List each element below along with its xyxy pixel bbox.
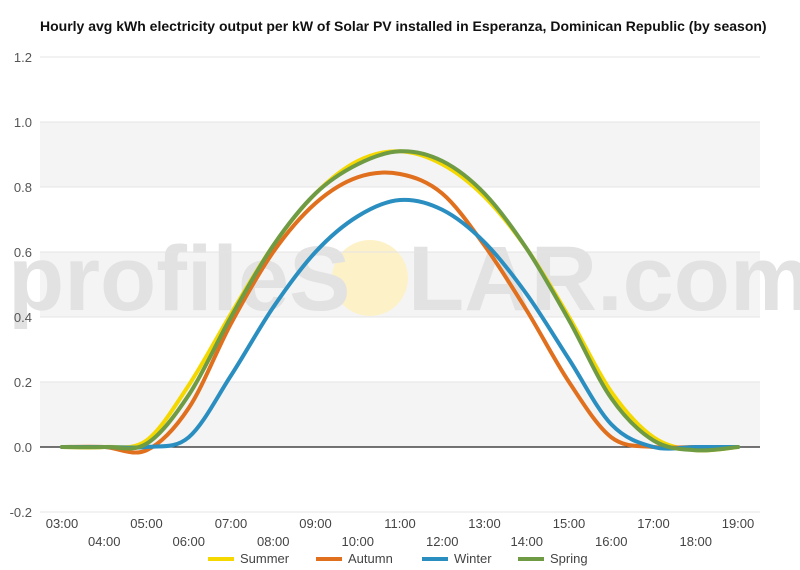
plot-background: [40, 57, 760, 512]
chart-title: Hourly avg kWh electricity output per kW…: [40, 18, 767, 34]
x-tick-label: 13:00: [468, 516, 501, 531]
plot-band: [40, 57, 760, 122]
legend-label-spring: Spring: [550, 551, 588, 566]
plot-band: [40, 317, 760, 382]
series-line-spring: [60, 149, 740, 453]
legend-label-winter: Winter: [454, 551, 492, 566]
y-tick-label: 0.2: [14, 375, 32, 390]
x-tick-label: 06:00: [172, 534, 205, 549]
x-tick-label: 16:00: [595, 534, 628, 549]
x-tick-label: 10:00: [341, 534, 374, 549]
x-tick-label: 19:00: [722, 516, 755, 531]
x-tick-label: 09:00: [299, 516, 332, 531]
watermark-text-right: LAR.com: [408, 228, 800, 330]
x-tick-label: 08:00: [257, 534, 290, 549]
x-tick-label: 07:00: [215, 516, 248, 531]
x-tick-label: 18:00: [679, 534, 712, 549]
series-lines: [60, 149, 740, 455]
x-tick-label: 03:00: [46, 516, 79, 531]
plot-band: [40, 447, 760, 512]
y-tick-label: 0.4: [14, 310, 32, 325]
plot-band: [40, 382, 760, 447]
series-line-autumn: [60, 170, 740, 455]
legend-label-autumn: Autumn: [348, 551, 393, 566]
y-tick-label: 1.2: [14, 50, 32, 65]
y-tick-label: 0.8: [14, 180, 32, 195]
series-line-winter: [60, 197, 740, 451]
x-tick-label: 05:00: [130, 516, 163, 531]
x-tick-label: 11:00: [384, 516, 416, 531]
x-axis-ticks: 03:00 04:00 05:00 06:00 07:00 08:00 09:00 10:00…: [46, 516, 755, 549]
x-tick-label: 15:00: [553, 516, 586, 531]
watermark-text-left: profileS: [8, 228, 350, 330]
y-axis-ticks: -0.2 0.0 0.2 0.4 0.6 0.8 1.0 1.2: [10, 50, 32, 520]
y-tick-label: 1.0: [14, 115, 32, 130]
legend-label-summer: Summer: [240, 551, 290, 566]
y-tick-label: 0.6: [14, 245, 32, 260]
watermark-sun: [332, 240, 408, 316]
x-tick-label: 04:00: [88, 534, 121, 549]
legend: Summer Autumn Winter Spring: [208, 551, 588, 566]
x-tick-label: 14:00: [510, 534, 543, 549]
y-tick-label: 0.0: [14, 440, 32, 455]
x-tick-label: 12:00: [426, 534, 459, 549]
plot-band: [40, 122, 760, 187]
y-tick-label: -0.2: [10, 505, 32, 520]
x-tick-label: 17:00: [637, 516, 670, 531]
plot-band: [40, 187, 760, 252]
